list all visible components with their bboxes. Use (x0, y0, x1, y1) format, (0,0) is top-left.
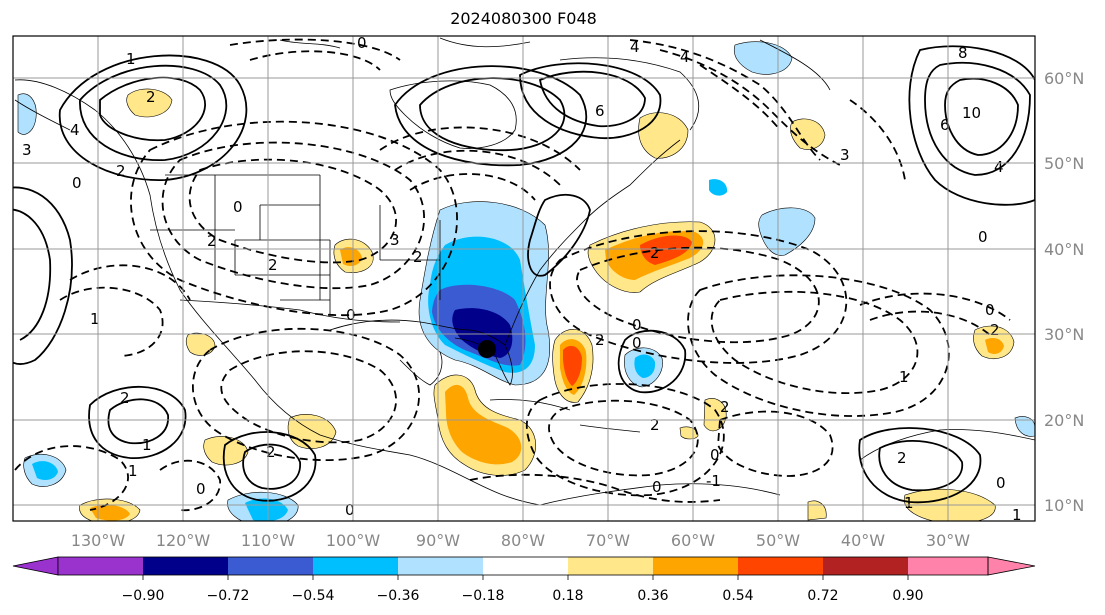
colorbar-label: −0.36 (377, 588, 420, 604)
colorbar-bin (228, 557, 313, 575)
svg-text:2: 2 (266, 443, 276, 461)
svg-text:0: 0 (233, 198, 243, 216)
colorbar-label: −0.54 (292, 588, 335, 604)
svg-text:-1: -1 (706, 472, 721, 490)
svg-text:0: 0 (346, 306, 356, 324)
svg-text:4: 4 (994, 158, 1004, 176)
colorbar-extend-high (987, 556, 1036, 576)
colorbar-label: 0.90 (892, 588, 923, 604)
lon-tick-label: 110°W (241, 531, 296, 550)
colorbar-bin (653, 557, 738, 575)
svg-text:2: 2 (720, 398, 730, 416)
lon-tick-label: 80°W (501, 531, 545, 550)
map-frame (12, 35, 1036, 522)
svg-text:0: 0 (985, 301, 995, 319)
svg-text:0: 0 (632, 334, 642, 352)
svg-text:6: 6 (940, 116, 950, 134)
lon-tick-label: 70°W (586, 531, 630, 550)
colorbar: −0.90 −0.72 −0.54 −0.36 −0.18 0.18 0.36 … (12, 556, 1036, 604)
lon-tick-label: 60°W (671, 531, 715, 550)
svg-text:2: 2 (990, 321, 1000, 339)
lon-tick-label: 130°W (71, 531, 126, 550)
svg-text:1: 1 (90, 310, 100, 328)
svg-text:1: 1 (126, 50, 136, 68)
lon-tick-label: 50°W (756, 531, 800, 550)
svg-text:4: 4 (630, 38, 640, 56)
lon-tick-label: 40°W (841, 531, 885, 550)
colorbar-bin (738, 557, 823, 575)
lat-tick-label: 20°N (1044, 411, 1084, 430)
svg-text:3: 3 (390, 231, 400, 249)
svg-text:2: 2 (650, 416, 660, 434)
lat-tick-label: 40°N (1044, 240, 1084, 259)
lon-tick-label: 100°W (326, 531, 381, 550)
colorbar-bin (568, 557, 653, 575)
contours-negative (14, 38, 1011, 512)
colorbar-bin (313, 557, 398, 575)
gridlines (13, 36, 1035, 521)
svg-text:2: 2 (207, 232, 217, 250)
lon-tick-labels: 130°W 120°W 110°W 100°W 90°W 80°W 70°W 6… (71, 531, 970, 550)
svg-text:0: 0 (710, 446, 720, 464)
svg-text:0: 0 (345, 501, 355, 519)
svg-text:0: 0 (652, 478, 662, 496)
lon-tick-label: 30°W (926, 531, 970, 550)
svg-text:2: 2 (897, 449, 907, 467)
lon-tick-label: 90°W (416, 531, 460, 550)
svg-text:2: 2 (268, 256, 278, 274)
lat-tick-label: 30°N (1044, 325, 1084, 344)
svg-text:3: 3 (840, 146, 850, 164)
svg-text:1: 1 (899, 368, 909, 386)
contour-labels: 0 1 2 2 4 0 3 0 2 2 3 2 0 1 2 1 1 2 0 0 … (22, 34, 1022, 524)
svg-text:2: 2 (650, 244, 660, 262)
svg-text:0: 0 (72, 174, 82, 192)
svg-text:0: 0 (978, 228, 988, 246)
svg-text:1: 1 (128, 462, 138, 480)
colorbar-label: −0.18 (462, 588, 505, 604)
colorbar-bin (58, 557, 143, 575)
svg-text:10: 10 (962, 104, 981, 122)
colorbar-extend-low (12, 556, 59, 576)
lat-tick-label: 60°N (1044, 69, 1084, 88)
svg-text:2: 2 (116, 162, 126, 180)
colorbar-label: 0.72 (807, 588, 838, 604)
lat-tick-labels: 60°N 50°N 40°N 30°N 20°N 10°N (1044, 69, 1084, 515)
colorbar-bin (143, 557, 228, 575)
colorbar-label: 0.54 (722, 588, 753, 604)
svg-text:6: 6 (595, 102, 605, 120)
colorbar-label: −0.72 (207, 588, 250, 604)
svg-text:1: 1 (1012, 506, 1022, 524)
colorbar-bin (908, 557, 988, 575)
svg-text:4: 4 (70, 121, 80, 139)
svg-text:4: 4 (680, 48, 690, 66)
svg-text:0: 0 (996, 474, 1006, 492)
svg-text:0: 0 (632, 316, 642, 334)
lat-tick-label: 50°N (1044, 154, 1084, 173)
shaded-fields (17, 41, 1035, 521)
svg-text:0: 0 (196, 480, 206, 498)
svg-text:1: 1 (142, 436, 152, 454)
storm-center-marker (478, 340, 496, 358)
svg-text:1: 1 (904, 494, 914, 512)
colorbar-bin (823, 557, 908, 575)
svg-text:2: 2 (413, 248, 423, 266)
colorbar-label: −0.90 (122, 588, 165, 604)
colorbar-bin (398, 557, 483, 575)
colorbar-label: 0.18 (552, 588, 583, 604)
svg-text:2: 2 (120, 389, 130, 407)
colorbar-label: 0.36 (637, 588, 668, 604)
lat-tick-label: 10°N (1044, 496, 1084, 515)
svg-text:2: 2 (595, 331, 605, 349)
svg-text:3: 3 (22, 141, 32, 159)
svg-text:2: 2 (146, 88, 156, 106)
lon-tick-label: 120°W (156, 531, 211, 550)
svg-text:8: 8 (958, 44, 968, 62)
map-title: 2024080300 F048 (450, 9, 597, 28)
svg-text:0: 0 (357, 34, 367, 52)
colorbar-bin (483, 557, 568, 575)
